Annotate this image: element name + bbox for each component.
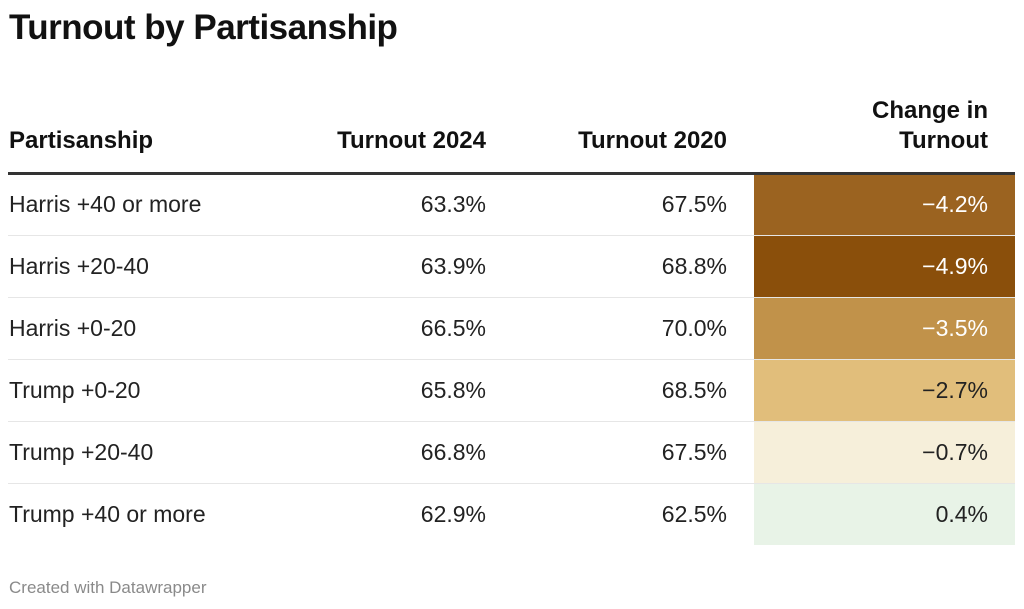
cell-turnout-2024: 63.9%: [291, 235, 513, 298]
header-row: Partisanship Turnout 2024 Turnout 2020 C…: [8, 94, 1015, 175]
table-body: Harris +40 or more 63.3% 67.5% −4.2% Harris …: [8, 173, 1015, 545]
cell-change-in-turnout: 0.4%: [754, 483, 1015, 545]
turnout-table: Partisanship Turnout 2024 Turnout 2020 C…: [8, 94, 1015, 545]
cell-turnout-2024: 66.8%: [291, 421, 513, 484]
cell-change-in-turnout: −3.5%: [754, 297, 1015, 360]
chart-title: Turnout by Partisanship: [9, 8, 398, 47]
cell-change-in-turnout: −0.7%: [754, 421, 1015, 484]
cell-turnout-2020: 67.5%: [513, 421, 754, 484]
header-partisanship[interactable]: Partisanship: [8, 94, 291, 175]
table-header: Partisanship Turnout 2024 Turnout 2020 C…: [8, 94, 1015, 175]
cell-partisanship: Harris +40 or more: [8, 173, 291, 236]
cell-partisanship: Trump +20-40: [8, 421, 291, 484]
table-row: Trump +40 or more 62.9% 62.5% 0.4%: [8, 483, 1015, 545]
table-row: Harris +0-20 66.5% 70.0% −3.5%: [8, 297, 1015, 360]
header-change-in-turnout[interactable]: Change in Turnout: [754, 94, 1015, 175]
cell-turnout-2020: 62.5%: [661, 500, 727, 527]
header-turnout-2024[interactable]: Turnout 2024: [291, 94, 513, 175]
table-row: Trump +20-40 66.8% 67.5% −0.7%: [8, 421, 1015, 484]
cell-partisanship: Trump +40 or more: [9, 500, 206, 527]
cell-turnout-2024: 63.3%: [291, 173, 513, 236]
cell-turnout-2024: 65.8%: [291, 359, 513, 422]
cell-turnout-2020: 67.5%: [513, 173, 754, 236]
cell-partisanship: Harris +0-20: [8, 297, 291, 360]
table-row: Harris +20-40 63.9% 68.8% −4.9%: [8, 235, 1015, 298]
header-change-line-1: Change in: [871, 96, 988, 124]
header-turnout-2020[interactable]: Turnout 2020: [513, 94, 754, 175]
cell-change-in-turnout: −2.7%: [754, 359, 1015, 422]
cell-partisanship: Trump +0-20: [8, 359, 291, 422]
header-change-line-2: Turnout: [899, 126, 988, 154]
table-row: Trump +0-20 65.8% 68.5% −2.7%: [8, 359, 1015, 422]
cell-change-in-turnout: −4.9%: [754, 235, 1015, 298]
cell-partisanship: Harris +20-40: [8, 235, 291, 298]
cell-change-in-turnout: −4.2%: [754, 173, 1015, 236]
cell-turnout-2020: 70.0%: [513, 297, 754, 360]
cell-turnout-2024: 62.9%: [420, 500, 486, 527]
cell-turnout-2020: 68.8%: [513, 235, 754, 298]
cell-turnout-2020: 68.5%: [513, 359, 754, 422]
credit-text: Created with Datawrapper: [9, 578, 207, 597]
table-row: Harris +40 or more 63.3% 67.5% −4.2%: [8, 173, 1015, 236]
cell-turnout-2024: 66.5%: [291, 297, 513, 360]
